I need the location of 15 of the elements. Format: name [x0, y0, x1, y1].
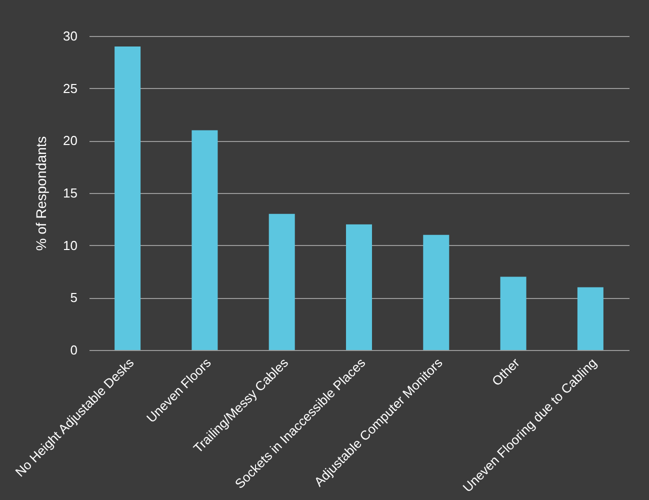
bar — [192, 130, 218, 350]
bar — [577, 287, 604, 350]
bar — [114, 46, 141, 350]
y-tick-label: 20 — [63, 133, 78, 148]
y-tick-label: 5 — [70, 290, 78, 306]
y-axis-title: % of Respondants — [33, 136, 50, 251]
bar — [500, 276, 526, 350]
bar — [423, 234, 450, 350]
y-tick-label: 25 — [63, 80, 78, 96]
y-tick-label: 30 — [63, 28, 78, 44]
y-tick-label: 15 — [63, 186, 78, 200]
bar — [346, 224, 372, 350]
bar — [268, 214, 295, 350]
y-tick-label: 10 — [63, 238, 78, 253]
y-tick-label: 0 — [70, 342, 78, 358]
